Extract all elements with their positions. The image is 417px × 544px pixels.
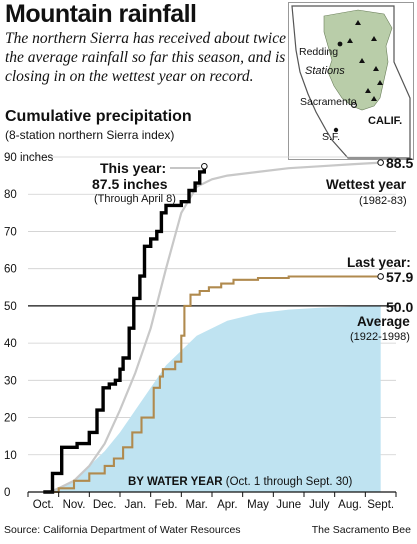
station-marker	[359, 58, 365, 63]
station-marker	[347, 38, 353, 43]
series-this-year-line	[43, 166, 207, 494]
station-marker	[371, 96, 377, 101]
y-tick-label: 40	[4, 338, 17, 350]
x-tick-label: Apr.	[217, 499, 237, 511]
average-value: 50.0	[386, 299, 414, 315]
average-years: (1922-1998)	[350, 331, 410, 343]
map-label-sf: S.F.	[322, 131, 340, 143]
chart-subtitle: (8-station northern Sierra index)	[5, 128, 175, 142]
x-tick-label: Mar.	[185, 499, 207, 511]
y-tick-label: 30	[4, 375, 17, 387]
x-tick-label: Aug.	[338, 499, 362, 511]
station-markers	[347, 20, 383, 101]
x-tick-label: Nov.	[63, 499, 86, 511]
x-tick-label: July	[309, 499, 330, 511]
x-axis-title: BY WATER YEAR (Oct. 1 through Sept. 30)	[128, 476, 352, 488]
y-tick-label: 70	[4, 226, 17, 238]
series-lines-layer	[28, 159, 396, 494]
map-label-stations: Stations	[305, 65, 345, 77]
map-label-sacramento: Sacramento	[300, 96, 357, 108]
station-marker	[377, 80, 383, 85]
chart-title: Cumulative precipitation	[5, 108, 192, 125]
y-tick-label: 20	[4, 413, 17, 425]
station-marker	[373, 66, 379, 71]
sf-dot	[333, 127, 339, 133]
x-tick-label: May	[247, 499, 269, 511]
wettest-label: Wettest year	[326, 177, 407, 192]
this-year-note: (Through April 8)	[94, 193, 176, 205]
x-tick-label: Jan.	[124, 499, 146, 511]
deck: The northern Sierra has received about t…	[5, 30, 286, 85]
series-last-year-endpoint	[377, 273, 384, 280]
average-label: Average	[357, 314, 410, 329]
redding-dot	[337, 41, 343, 47]
station-marker	[355, 20, 361, 25]
map-label-redding: Redding	[299, 46, 338, 58]
y-tick-label: 10	[4, 450, 17, 462]
x-axis-title-rest: (Oct. 1 through Sept. 30)	[222, 476, 353, 488]
series-this-year-endpoint	[201, 163, 208, 170]
locator-map: Redding Stations Sacramento S.F. CALIF.	[288, 2, 414, 160]
x-tick-label: Oct.	[33, 499, 54, 511]
y-tick-label: 0	[4, 487, 10, 499]
wettest-years: (1982-83)	[359, 195, 407, 207]
last-year-label: Last year:	[347, 255, 411, 270]
footer-source: Source: California Department of Water R…	[4, 524, 241, 536]
series-wettest-year-endpoint	[377, 159, 384, 166]
y-tick-label: 80	[4, 189, 17, 201]
y-tick-label: 90 inches	[4, 152, 53, 164]
this-year-value: 87.5 inches	[92, 176, 168, 192]
series-last-year-line	[43, 275, 381, 494]
y-tick-label: 60	[4, 264, 17, 276]
x-tick-label: Feb.	[154, 499, 177, 511]
last-year-value: 57.9	[386, 269, 414, 285]
footer-credit: The Sacramento Bee	[311, 524, 411, 536]
x-tick-label: Sept.	[367, 499, 394, 511]
wettest-value: 88.5	[386, 155, 414, 171]
x-axis-title-bold: BY WATER YEAR	[128, 476, 223, 488]
map-label-state: CALIF.	[368, 115, 402, 127]
axes-layer: 0 10 20 30 40 50 60 70 80 90 inches Oct. Nov. Dec. Ja…	[4, 152, 397, 511]
sierra-basin	[323, 9, 393, 111]
this-year-label: This year:	[100, 160, 167, 176]
series-wettest-year-line	[49, 161, 381, 494]
y-tick-label: 50	[4, 301, 17, 313]
x-tick-label: Dec.	[93, 499, 117, 511]
headline: Mountain rainfall	[5, 0, 197, 28]
station-marker	[365, 88, 371, 93]
sacramento-dot	[350, 101, 357, 108]
x-tick-label: June	[276, 499, 301, 511]
station-marker	[371, 36, 377, 41]
average-area-layer	[43, 305, 381, 492]
series-average-area	[43, 305, 381, 492]
